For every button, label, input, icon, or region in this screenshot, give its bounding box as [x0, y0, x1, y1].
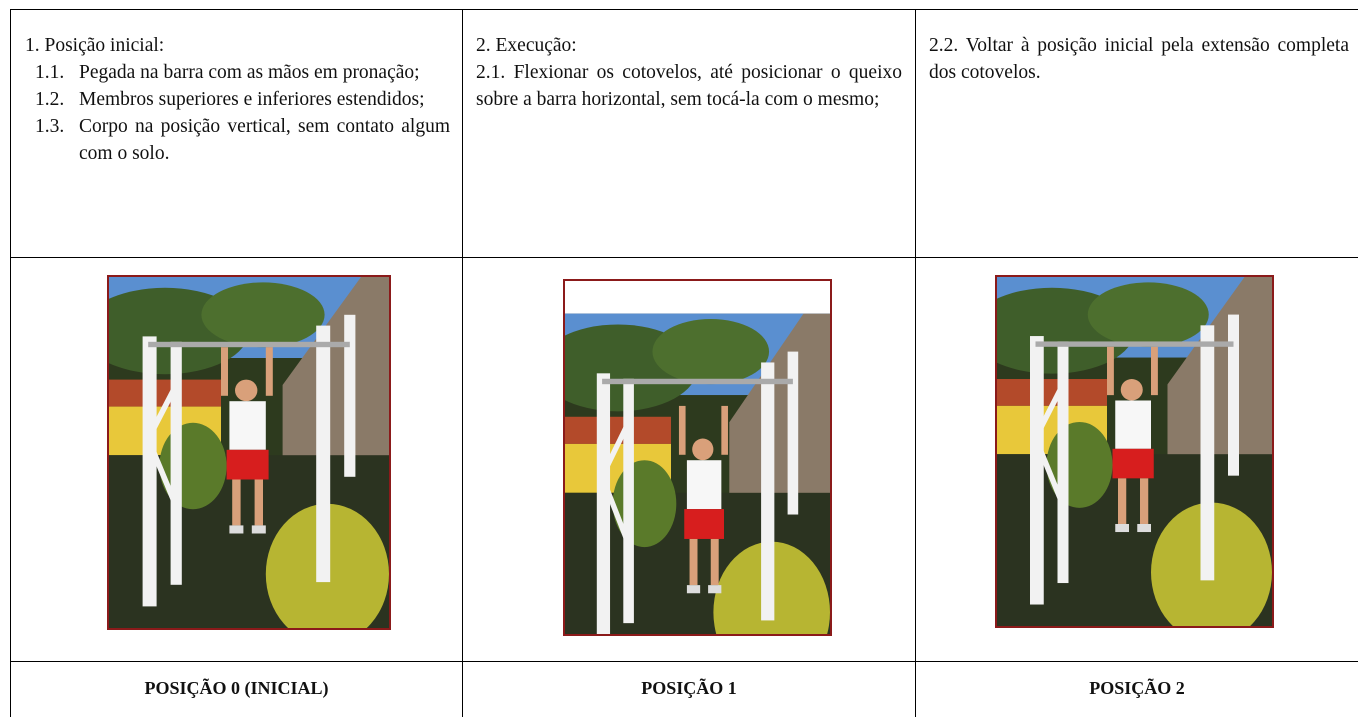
item-text: Membros superiores e inferiores estendid… [79, 89, 425, 110]
table-border [10, 9, 11, 717]
list-item: 1.1. Pegada na barra com as mãos em prona… [25, 59, 450, 86]
heading: 1. Posição inicial: [25, 35, 165, 56]
row-divider [10, 257, 1358, 258]
paragraph: 2.2. Voltar à posição inicial pela exten… [929, 35, 1349, 83]
photo [563, 279, 832, 636]
row-divider [10, 661, 1358, 662]
table-border [10, 9, 1358, 10]
paragraph: 2.1. Flexionar os cotovelos, até posicio… [476, 62, 902, 110]
item-number: 1.3. [35, 116, 65, 137]
column-divider [462, 9, 463, 717]
item-number: 1.2. [35, 89, 65, 110]
column-divider [915, 9, 916, 717]
item-text: Corpo na posição vertical, sem contato a… [79, 116, 450, 164]
photo [995, 275, 1274, 628]
instruction-cell: 2. Execução: 2.1. Flexionar os cotovelos… [476, 32, 902, 113]
caption: POSIÇÃO 1 [641, 678, 737, 698]
item-number: 1.1. [35, 62, 65, 83]
list-item: 1.2. Membros superiores e inferiores este… [25, 86, 450, 113]
caption: POSIÇÃO 0 (INICIAL) [144, 678, 329, 698]
list-item: 1.3. Corpo na posição vertical, sem conta… [25, 113, 450, 167]
photo [107, 275, 391, 630]
instruction-cell: 1. Posição inicial: 1.1. Pegada na barra … [25, 32, 450, 167]
heading: 2. Execução: [476, 35, 577, 56]
item-text: Pegada na barra com as mãos em pronação; [79, 62, 420, 83]
caption: POSIÇÃO 2 [1089, 678, 1185, 698]
